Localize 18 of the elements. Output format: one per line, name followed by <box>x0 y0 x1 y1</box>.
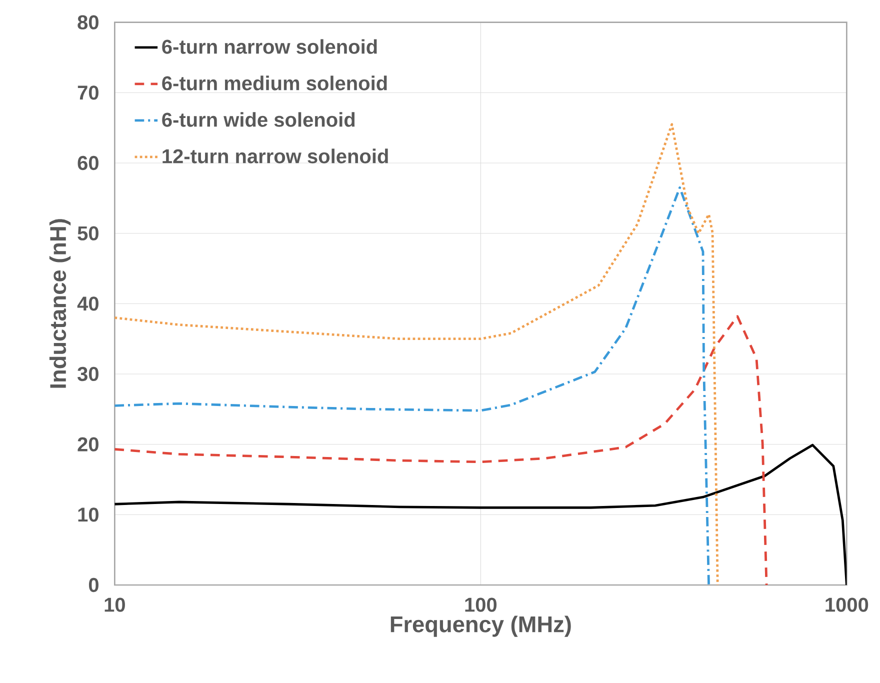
y-tick-label: 30 <box>78 366 98 382</box>
y-tick-label: 10 <box>78 508 98 522</box>
y-tick-label: 70 <box>78 86 98 100</box>
legend-label: 6-turn wide solenoid <box>162 112 355 127</box>
x-tick-label: 100 <box>465 598 497 612</box>
legend-label: 6-turn narrow solenoid <box>162 39 377 54</box>
x-tick-label: 10 <box>104 598 125 612</box>
y-tick-label: 20 <box>78 437 98 452</box>
x-tick-label: 1000 <box>826 598 868 612</box>
y-tick-label: 80 <box>78 15 98 30</box>
legend-label: 6-turn medium solenoid <box>162 76 387 90</box>
y-tick-label: 60 <box>78 156 98 170</box>
legend-label: 12-turn narrow solenoid <box>162 148 388 164</box>
y-tick-label: 0 <box>88 578 98 592</box>
y-axis-title: Inductance (nH) <box>49 219 71 388</box>
x-axis-title: Frequency (MHz) <box>390 616 571 637</box>
y-tick-label: 50 <box>78 226 98 240</box>
y-tick-label: 40 <box>77 296 98 311</box>
